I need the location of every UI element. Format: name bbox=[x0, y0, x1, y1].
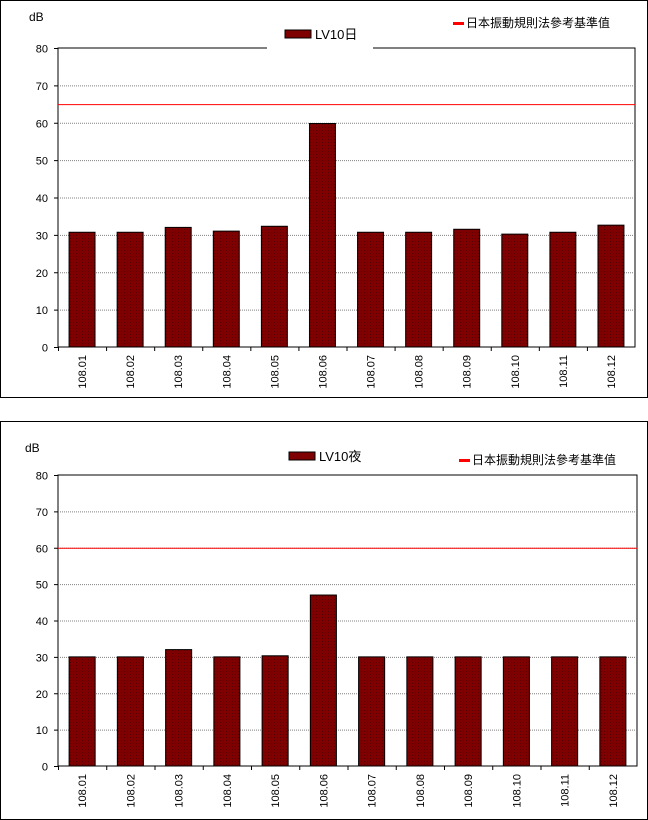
y-tick-label: 10 bbox=[36, 305, 48, 317]
chart-night: 0 10 20 30 40 50 60 70 80 dB 108.01 108.02 108.03 108… bbox=[25, 441, 638, 808]
y-tick-label: 40 bbox=[36, 616, 48, 628]
bar bbox=[599, 656, 627, 767]
x-tick-label: 108.10 bbox=[510, 355, 522, 389]
bar bbox=[357, 231, 385, 348]
y-tick-label: 20 bbox=[36, 689, 48, 701]
x-tick-label: 108.03 bbox=[174, 774, 186, 808]
y-axis-label: dB bbox=[25, 441, 40, 455]
legend-reference-label: 日本振動規則法參考基準值 bbox=[466, 15, 610, 30]
x-tick-label: 108.07 bbox=[366, 355, 378, 389]
y-tick-label: 30 bbox=[36, 652, 48, 664]
bar bbox=[116, 231, 144, 348]
y-tick-label: 30 bbox=[36, 230, 48, 242]
x-tick-label: 108.08 bbox=[414, 355, 426, 389]
bar bbox=[116, 656, 144, 767]
bar bbox=[406, 656, 434, 767]
bar bbox=[261, 655, 289, 767]
bar bbox=[453, 228, 481, 348]
x-tick-label: 108.09 bbox=[463, 774, 475, 808]
y-tick-label: 70 bbox=[36, 81, 48, 93]
x-tick-label: 108.01 bbox=[77, 774, 89, 808]
chart-day-panel: 0 10 20 30 40 50 60 70 80 dB 108.01 108.02 108.03 108… bbox=[0, 0, 648, 398]
y-axis-label: dB bbox=[29, 10, 44, 24]
legend-label: LV10夜 bbox=[319, 449, 361, 464]
chart-day: 0 10 20 30 40 50 60 70 80 dB 108.01 108.02 108.03 108… bbox=[29, 10, 636, 389]
x-tick-label: 108.05 bbox=[270, 774, 282, 808]
bar bbox=[260, 225, 288, 348]
y-tick-label: 50 bbox=[36, 580, 48, 592]
bar bbox=[213, 656, 241, 767]
y-tick-label: 60 bbox=[36, 118, 48, 130]
x-tick-label: 108.02 bbox=[125, 774, 137, 808]
legend-reference-label: 日本振動規則法參考基準值 bbox=[472, 452, 616, 467]
bar bbox=[358, 656, 386, 767]
x-tick-label: 108.11 bbox=[558, 355, 570, 388]
legend-swatch bbox=[288, 451, 316, 461]
x-tick-label: 108.07 bbox=[367, 774, 379, 808]
bar bbox=[308, 122, 336, 348]
bar bbox=[551, 656, 579, 767]
bar bbox=[549, 231, 577, 348]
bar bbox=[212, 230, 240, 348]
bar bbox=[68, 656, 96, 767]
legend-reference-swatch bbox=[453, 22, 464, 25]
bar bbox=[309, 594, 337, 767]
x-tick-label: 108.12 bbox=[606, 355, 618, 389]
y-tick-label: 10 bbox=[36, 725, 48, 737]
x-tick-label: 108.09 bbox=[462, 355, 474, 389]
x-tick-label: 108.02 bbox=[125, 355, 137, 389]
x-tick-label: 108.06 bbox=[318, 774, 330, 808]
bar bbox=[501, 233, 529, 348]
bar bbox=[454, 656, 482, 767]
legend-swatch bbox=[284, 29, 312, 39]
bar bbox=[164, 226, 192, 348]
x-tick-label: 108.08 bbox=[415, 774, 427, 808]
x-tick-label: 108.10 bbox=[511, 774, 523, 808]
y-tick-label: 60 bbox=[36, 543, 48, 555]
bar bbox=[405, 231, 433, 348]
x-tick-label: 108.04 bbox=[221, 355, 233, 389]
x-tick-label: 108.11 bbox=[560, 774, 572, 807]
legend-reference-swatch bbox=[459, 459, 470, 462]
x-tick-label: 108.06 bbox=[317, 355, 329, 389]
y-tick-label: 80 bbox=[36, 471, 48, 483]
y-tick-label: 20 bbox=[36, 268, 48, 280]
x-tick-label: 108.01 bbox=[77, 355, 89, 389]
y-tick-label: 50 bbox=[36, 156, 48, 168]
bar bbox=[165, 649, 193, 767]
y-tick-label: 40 bbox=[36, 193, 48, 205]
bar bbox=[68, 231, 96, 348]
y-tick-label: 0 bbox=[42, 762, 48, 774]
bar bbox=[597, 224, 625, 348]
chart-night-panel: 0 10 20 30 40 50 60 70 80 dB 108.01 108.02 108.03 108… bbox=[0, 421, 648, 820]
x-tick-label: 108.03 bbox=[173, 355, 185, 389]
y-tick-label: 80 bbox=[36, 44, 48, 56]
x-tick-label: 108.12 bbox=[608, 774, 620, 808]
y-tick-label: 70 bbox=[36, 507, 48, 519]
y-tick-label: 0 bbox=[42, 343, 48, 355]
legend-label: LV10日 bbox=[315, 27, 357, 42]
x-tick-label: 108.05 bbox=[269, 355, 281, 389]
bar bbox=[502, 656, 530, 767]
x-tick-label: 108.04 bbox=[222, 774, 234, 808]
